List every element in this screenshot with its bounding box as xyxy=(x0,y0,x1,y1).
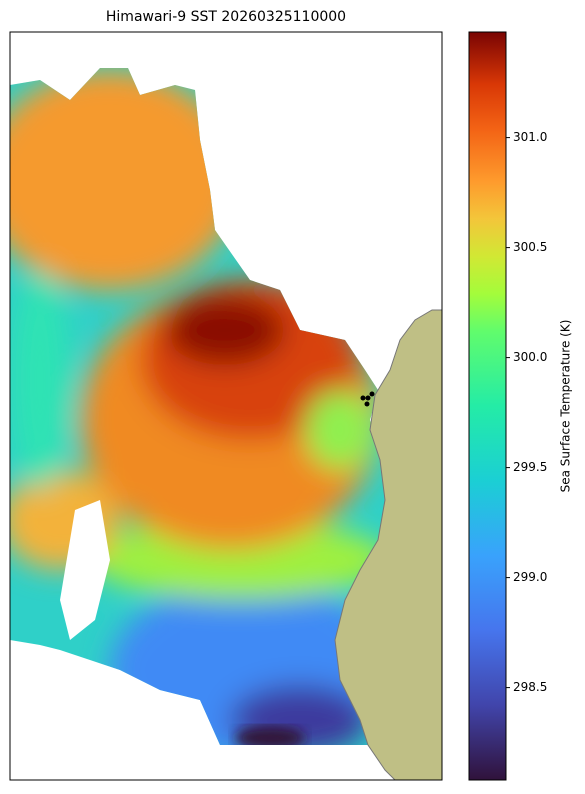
station xyxy=(365,395,371,401)
map-frame xyxy=(9,31,443,781)
colorbar-tick-label: 301.0 xyxy=(513,130,547,144)
sst-map xyxy=(10,32,442,780)
colorbar-tick-label: 299.0 xyxy=(513,570,547,584)
colorbar-tick-label: 300.0 xyxy=(513,350,547,364)
map-title: Himawari-9 SST 20260325110000 xyxy=(106,9,346,25)
station xyxy=(369,391,375,397)
station xyxy=(364,401,370,407)
colorbar-label: Sea Surface Temperature (K) xyxy=(559,320,573,493)
colorbar xyxy=(468,31,507,781)
land xyxy=(334,309,442,780)
station xyxy=(360,395,366,401)
colorbar-tick-label: 298.5 xyxy=(513,680,547,694)
colorbar-tick-label: 299.5 xyxy=(513,460,547,474)
colorbar-tick-label: 300.5 xyxy=(513,240,547,254)
